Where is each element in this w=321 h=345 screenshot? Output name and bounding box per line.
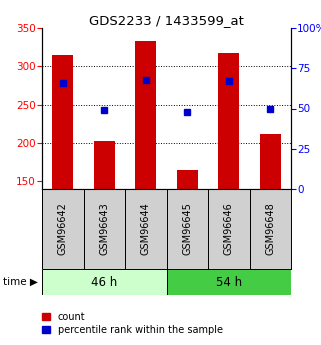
Bar	[135, 41, 156, 189]
Text: GSM96644: GSM96644	[141, 203, 151, 255]
Bar	[218, 53, 239, 189]
Bar	[83, 189, 125, 269]
Bar	[42, 269, 167, 295]
Bar	[125, 189, 167, 269]
Text: 54 h: 54 h	[216, 276, 242, 288]
Bar	[167, 269, 291, 295]
Text: GSM96645: GSM96645	[182, 203, 192, 255]
Text: GSM96648: GSM96648	[265, 203, 275, 255]
Text: GSM96643: GSM96643	[99, 203, 109, 255]
Bar	[52, 55, 73, 189]
Text: time ▶: time ▶	[3, 277, 38, 287]
Bar	[208, 189, 249, 269]
Text: GSM96642: GSM96642	[58, 203, 68, 255]
Bar	[249, 189, 291, 269]
Legend: count, percentile rank within the sample: count, percentile rank within the sample	[40, 310, 225, 337]
Bar	[42, 189, 83, 269]
Text: 46 h: 46 h	[91, 276, 117, 288]
Bar	[167, 189, 208, 269]
Title: GDS2233 / 1433599_at: GDS2233 / 1433599_at	[89, 14, 244, 27]
Bar	[94, 141, 115, 189]
Bar	[177, 170, 198, 189]
Text: GSM96646: GSM96646	[224, 203, 234, 255]
Bar	[260, 134, 281, 189]
